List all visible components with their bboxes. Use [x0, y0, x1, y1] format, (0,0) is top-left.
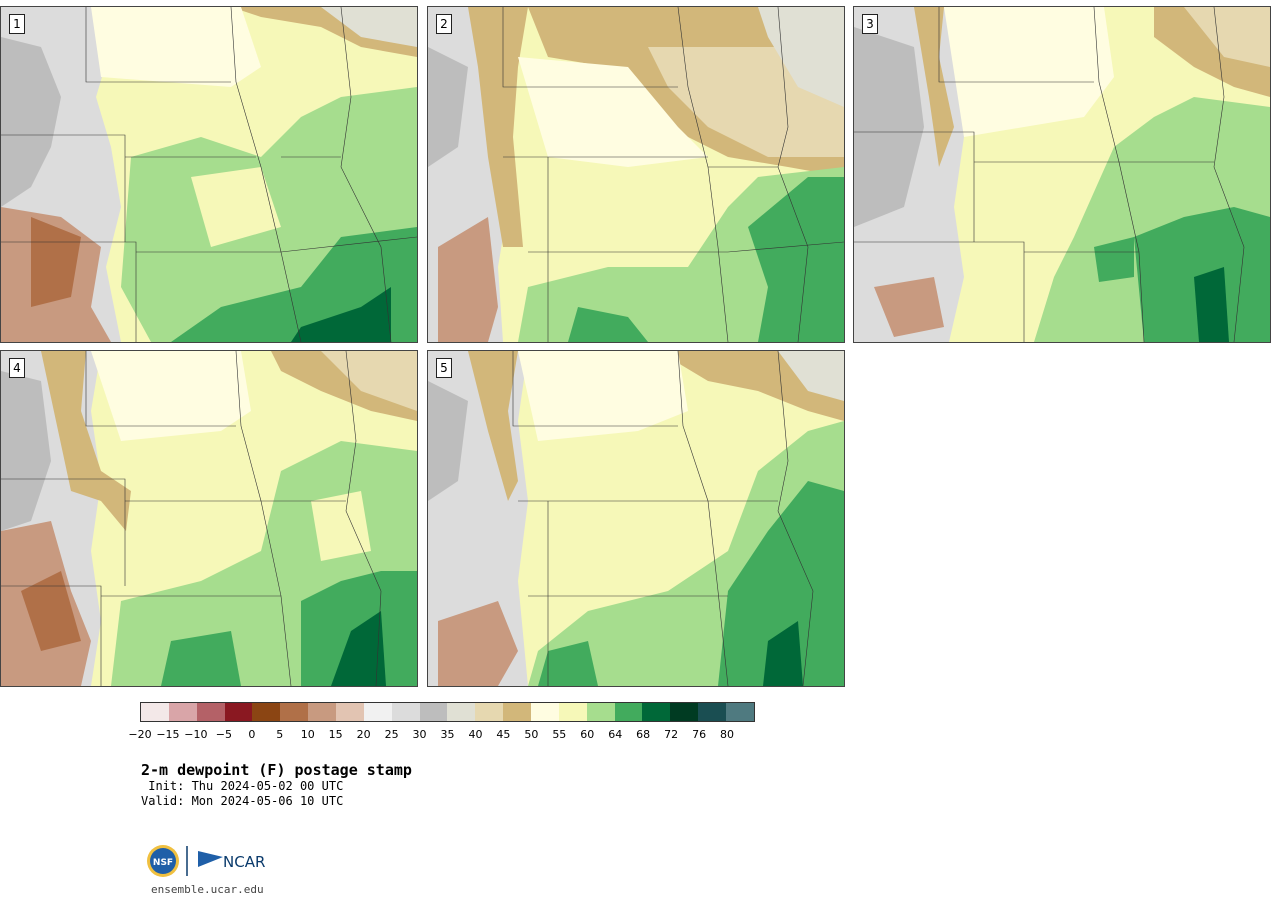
- colorbar-tick-label: 80: [720, 728, 735, 741]
- colorbar-swatch: [196, 703, 225, 721]
- colorbar-tick-label: 25: [384, 728, 399, 741]
- colorbar-tick-label: 5: [276, 728, 284, 741]
- member-label: 5: [436, 358, 452, 378]
- colorbar-tick-label: 45: [496, 728, 511, 741]
- colorbar-swatch: [419, 703, 448, 721]
- member-label: 2: [436, 14, 452, 34]
- colorbar-tick-label: 68: [636, 728, 651, 741]
- ncar-text: NCAR: [223, 853, 265, 871]
- colorbar-ticks: −20 −15 −10 −5 0 5 10 15 20 25 30 35 40 45 50 55 60 64 68 7…: [128, 728, 755, 742]
- nsf-ncar-logo: NSF NCAR: [147, 845, 265, 877]
- colorbar-tick-label: 40: [468, 728, 483, 741]
- colorbar-swatch: [252, 703, 281, 721]
- nsf-text: NSF: [153, 858, 173, 868]
- colorbar-tick-label: 76: [692, 728, 707, 741]
- colorbar-tick-label: 15: [328, 728, 343, 741]
- colorbar-swatch: [447, 703, 476, 721]
- colorbar-tick-label: −10: [184, 728, 208, 741]
- colorbar-swatch: [168, 703, 197, 721]
- colorbar-swatch: [698, 703, 727, 721]
- member-panel-3[interactable]: 3: [853, 6, 1271, 343]
- colorbar-tick-label: −20: [128, 728, 152, 741]
- colorbar-tick-label: 35: [440, 728, 455, 741]
- dewpoint-map-1: [1, 7, 417, 342]
- map-title: 2-m dewpoint (F) postage stamp: [141, 761, 412, 779]
- colorbar: [140, 702, 755, 722]
- colorbar-swatch: [141, 703, 169, 721]
- colorbar-tick-label: 60: [580, 728, 595, 741]
- colorbar-swatch: [280, 703, 309, 721]
- website-url[interactable]: ensemble.ucar.edu: [151, 883, 264, 896]
- colorbar-swatch: [475, 703, 504, 721]
- member-panel-2[interactable]: 2: [427, 6, 845, 343]
- colorbar-tick-label: 72: [664, 728, 679, 741]
- member-label: 4: [9, 358, 25, 378]
- colorbar-tick-label: 30: [412, 728, 427, 741]
- colorbar-swatch: [642, 703, 671, 721]
- colorbar-tick-label: 50: [524, 728, 539, 741]
- colorbar-swatch: [586, 703, 615, 721]
- init-time: Init: Thu 2024-05-02 00 UTC: [141, 779, 344, 793]
- colorbar-swatch: [336, 703, 364, 721]
- colorbar-swatch: [363, 703, 392, 721]
- member-panel-1[interactable]: 1: [0, 6, 418, 343]
- dewpoint-map-2: [428, 7, 844, 342]
- member-panel-5[interactable]: 5: [427, 350, 845, 687]
- member-panel-4[interactable]: 4: [0, 350, 418, 687]
- colorbar-tick-label: 10: [300, 728, 315, 741]
- valid-time: Valid: Mon 2024-05-06 10 UTC: [141, 794, 344, 808]
- colorbar-swatch: [558, 703, 587, 721]
- colorbar-swatch: [670, 703, 699, 721]
- colorbar-swatch: [308, 703, 337, 721]
- dewpoint-map-4: [1, 351, 417, 686]
- colorbar-tick-label: 64: [608, 728, 623, 741]
- colorbar-swatch: [726, 703, 754, 721]
- colorbar-tick-label: 55: [552, 728, 567, 741]
- colorbar-tick-label: −5: [215, 728, 232, 741]
- colorbar-swatch: [224, 703, 253, 721]
- member-label: 1: [9, 14, 25, 34]
- member-label: 3: [862, 14, 878, 34]
- colorbar-swatch: [391, 703, 420, 721]
- dewpoint-map-5: [428, 351, 844, 686]
- colorbar-swatch: [614, 703, 643, 721]
- colorbar-tick-label: −15: [156, 728, 180, 741]
- colorbar-tick-label: 0: [248, 728, 256, 741]
- colorbar-swatch: [531, 703, 559, 721]
- colorbar-swatch: [503, 703, 532, 721]
- dewpoint-map-3: [854, 7, 1270, 342]
- colorbar-tick-label: 20: [356, 728, 371, 741]
